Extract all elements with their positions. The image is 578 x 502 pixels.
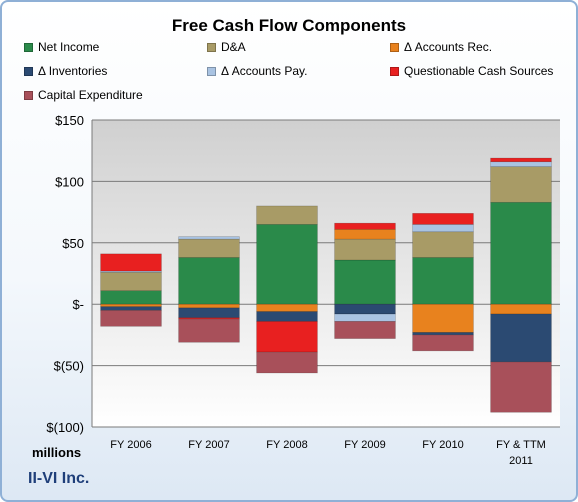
legend-label: Net Income: [38, 40, 100, 54]
legend-swatch: [207, 66, 216, 76]
bar-d-a-fy-2006: [100, 271, 162, 291]
company-name: II-VI Inc.: [28, 470, 90, 487]
x-tick-label: FY 2009: [344, 439, 385, 451]
bar-questionable-cash-sources-fy-2006: [100, 253, 162, 272]
bar-capital-expenditure-fy-2010: [412, 334, 474, 352]
legend-item-accounts-rec: Δ Accounts Rec.: [390, 40, 492, 54]
bar-accounts-pay-fy-2009: [334, 313, 396, 322]
bar-d-a-fy-2009: [334, 238, 396, 261]
legend-item-questionable-cash-sources: Questionable Cash Sources: [390, 64, 553, 78]
bar-d-a-fy-2008: [256, 205, 318, 225]
legend-swatch: [390, 66, 399, 76]
bar-capital-expenditure-fy-ttm-2011: [490, 361, 552, 413]
legend-item-d-a: D&A: [207, 40, 246, 54]
legend-item-inventories: Δ Inventories: [24, 64, 107, 78]
legend-label: D&A: [221, 40, 246, 54]
bar-questionable-cash-sources-fy-ttm-2011: [490, 157, 552, 163]
bar-net-income-fy-ttm-2011: [490, 201, 552, 305]
y-tick-label: $(100): [46, 420, 84, 435]
legend-swatch: [24, 90, 33, 100]
x-tick-label: FY & TTM: [496, 439, 546, 451]
bar-d-a-fy-2010: [412, 231, 474, 258]
bar-d-a-fy-2007: [178, 238, 240, 258]
bar-accounts-rec-fy-2008: [256, 303, 318, 312]
bar-net-income-fy-2008: [256, 224, 318, 305]
x-tick-label: FY 2006: [110, 439, 151, 451]
bar-inventories-fy-2008: [256, 311, 318, 322]
chart-legend: Net Income D&A Δ Accounts Rec. Δ Inventorie…: [2, 2, 576, 112]
legend-swatch: [24, 42, 33, 52]
bar-d-a-fy-ttm-2011: [490, 166, 552, 203]
bar-net-income-fy-2007: [178, 257, 240, 305]
bar-net-income-fy-2009: [334, 259, 396, 305]
bar-questionable-cash-sources-fy-2008: [256, 321, 318, 353]
bar-inventories-fy-2009: [334, 303, 396, 315]
legend-swatch: [24, 66, 33, 76]
y-tick-label: $100: [55, 174, 84, 189]
bar-accounts-rec-fy-2007: [178, 303, 240, 309]
legend-label: Δ Inventories: [38, 64, 108, 78]
bar-accounts-pay-fy-2007: [178, 236, 240, 240]
bar-accounts-rec-fy-ttm-2011: [490, 303, 552, 315]
legend-item-accounts-pay: Δ Accounts Pay.: [207, 64, 308, 78]
bar-capital-expenditure-fy-2008: [256, 351, 318, 374]
bar-accounts-rec-fy-2006: [100, 303, 162, 307]
plot-background: [92, 120, 560, 427]
bar-questionable-cash-sources-fy-2010: [412, 213, 474, 225]
y-tick-label: $150: [55, 113, 84, 128]
bar-accounts-pay-fy-2010: [412, 224, 474, 233]
chart-title: Free Cash Flow Components: [171, 16, 407, 35]
x-tick-label: FY 2007: [188, 439, 229, 451]
x-tick-label: FY 2008: [266, 439, 307, 451]
legend-label: Δ Accounts Pay.: [221, 64, 308, 78]
legend-label: Capital Expenditure: [38, 88, 143, 102]
units-label: millions: [32, 445, 82, 460]
x-tick-label: FY 2010: [422, 439, 463, 451]
bar-inventories-fy-ttm-2011: [490, 313, 552, 363]
bar-questionable-cash-sources-fy-2009: [334, 222, 396, 230]
bar-inventories-fy-2006: [100, 306, 162, 311]
bar-accounts-rec-fy-2010: [412, 303, 474, 333]
legend-item-net-income: Net Income: [24, 40, 99, 54]
bar-accounts-pay-fy-ttm-2011: [490, 161, 552, 167]
legend-label: Questionable Cash Sources: [404, 64, 554, 78]
bar-capital-expenditure-fy-2009: [334, 321, 396, 339]
bar-net-income-fy-2010: [412, 257, 474, 305]
bar-inventories-fy-2007: [178, 307, 240, 319]
legend-swatch: [207, 42, 216, 52]
legend-item-capital-expenditure: Capital Expenditure: [24, 88, 143, 102]
bar-accounts-rec-fy-2009: [334, 228, 396, 240]
y-tick-label: $-: [72, 297, 84, 312]
bar-capital-expenditure-fy-2007: [178, 318, 240, 343]
y-tick-label: $(50): [54, 359, 84, 374]
bar-capital-expenditure-fy-2006: [100, 310, 162, 327]
bar-inventories-fy-2010: [412, 332, 474, 336]
bar-net-income-fy-2006: [100, 290, 162, 305]
y-tick-label: $50: [62, 236, 84, 251]
legend-swatch: [390, 42, 399, 52]
legend-label: Δ Accounts Rec.: [404, 40, 493, 54]
x-tick-label: 2011: [509, 455, 533, 467]
